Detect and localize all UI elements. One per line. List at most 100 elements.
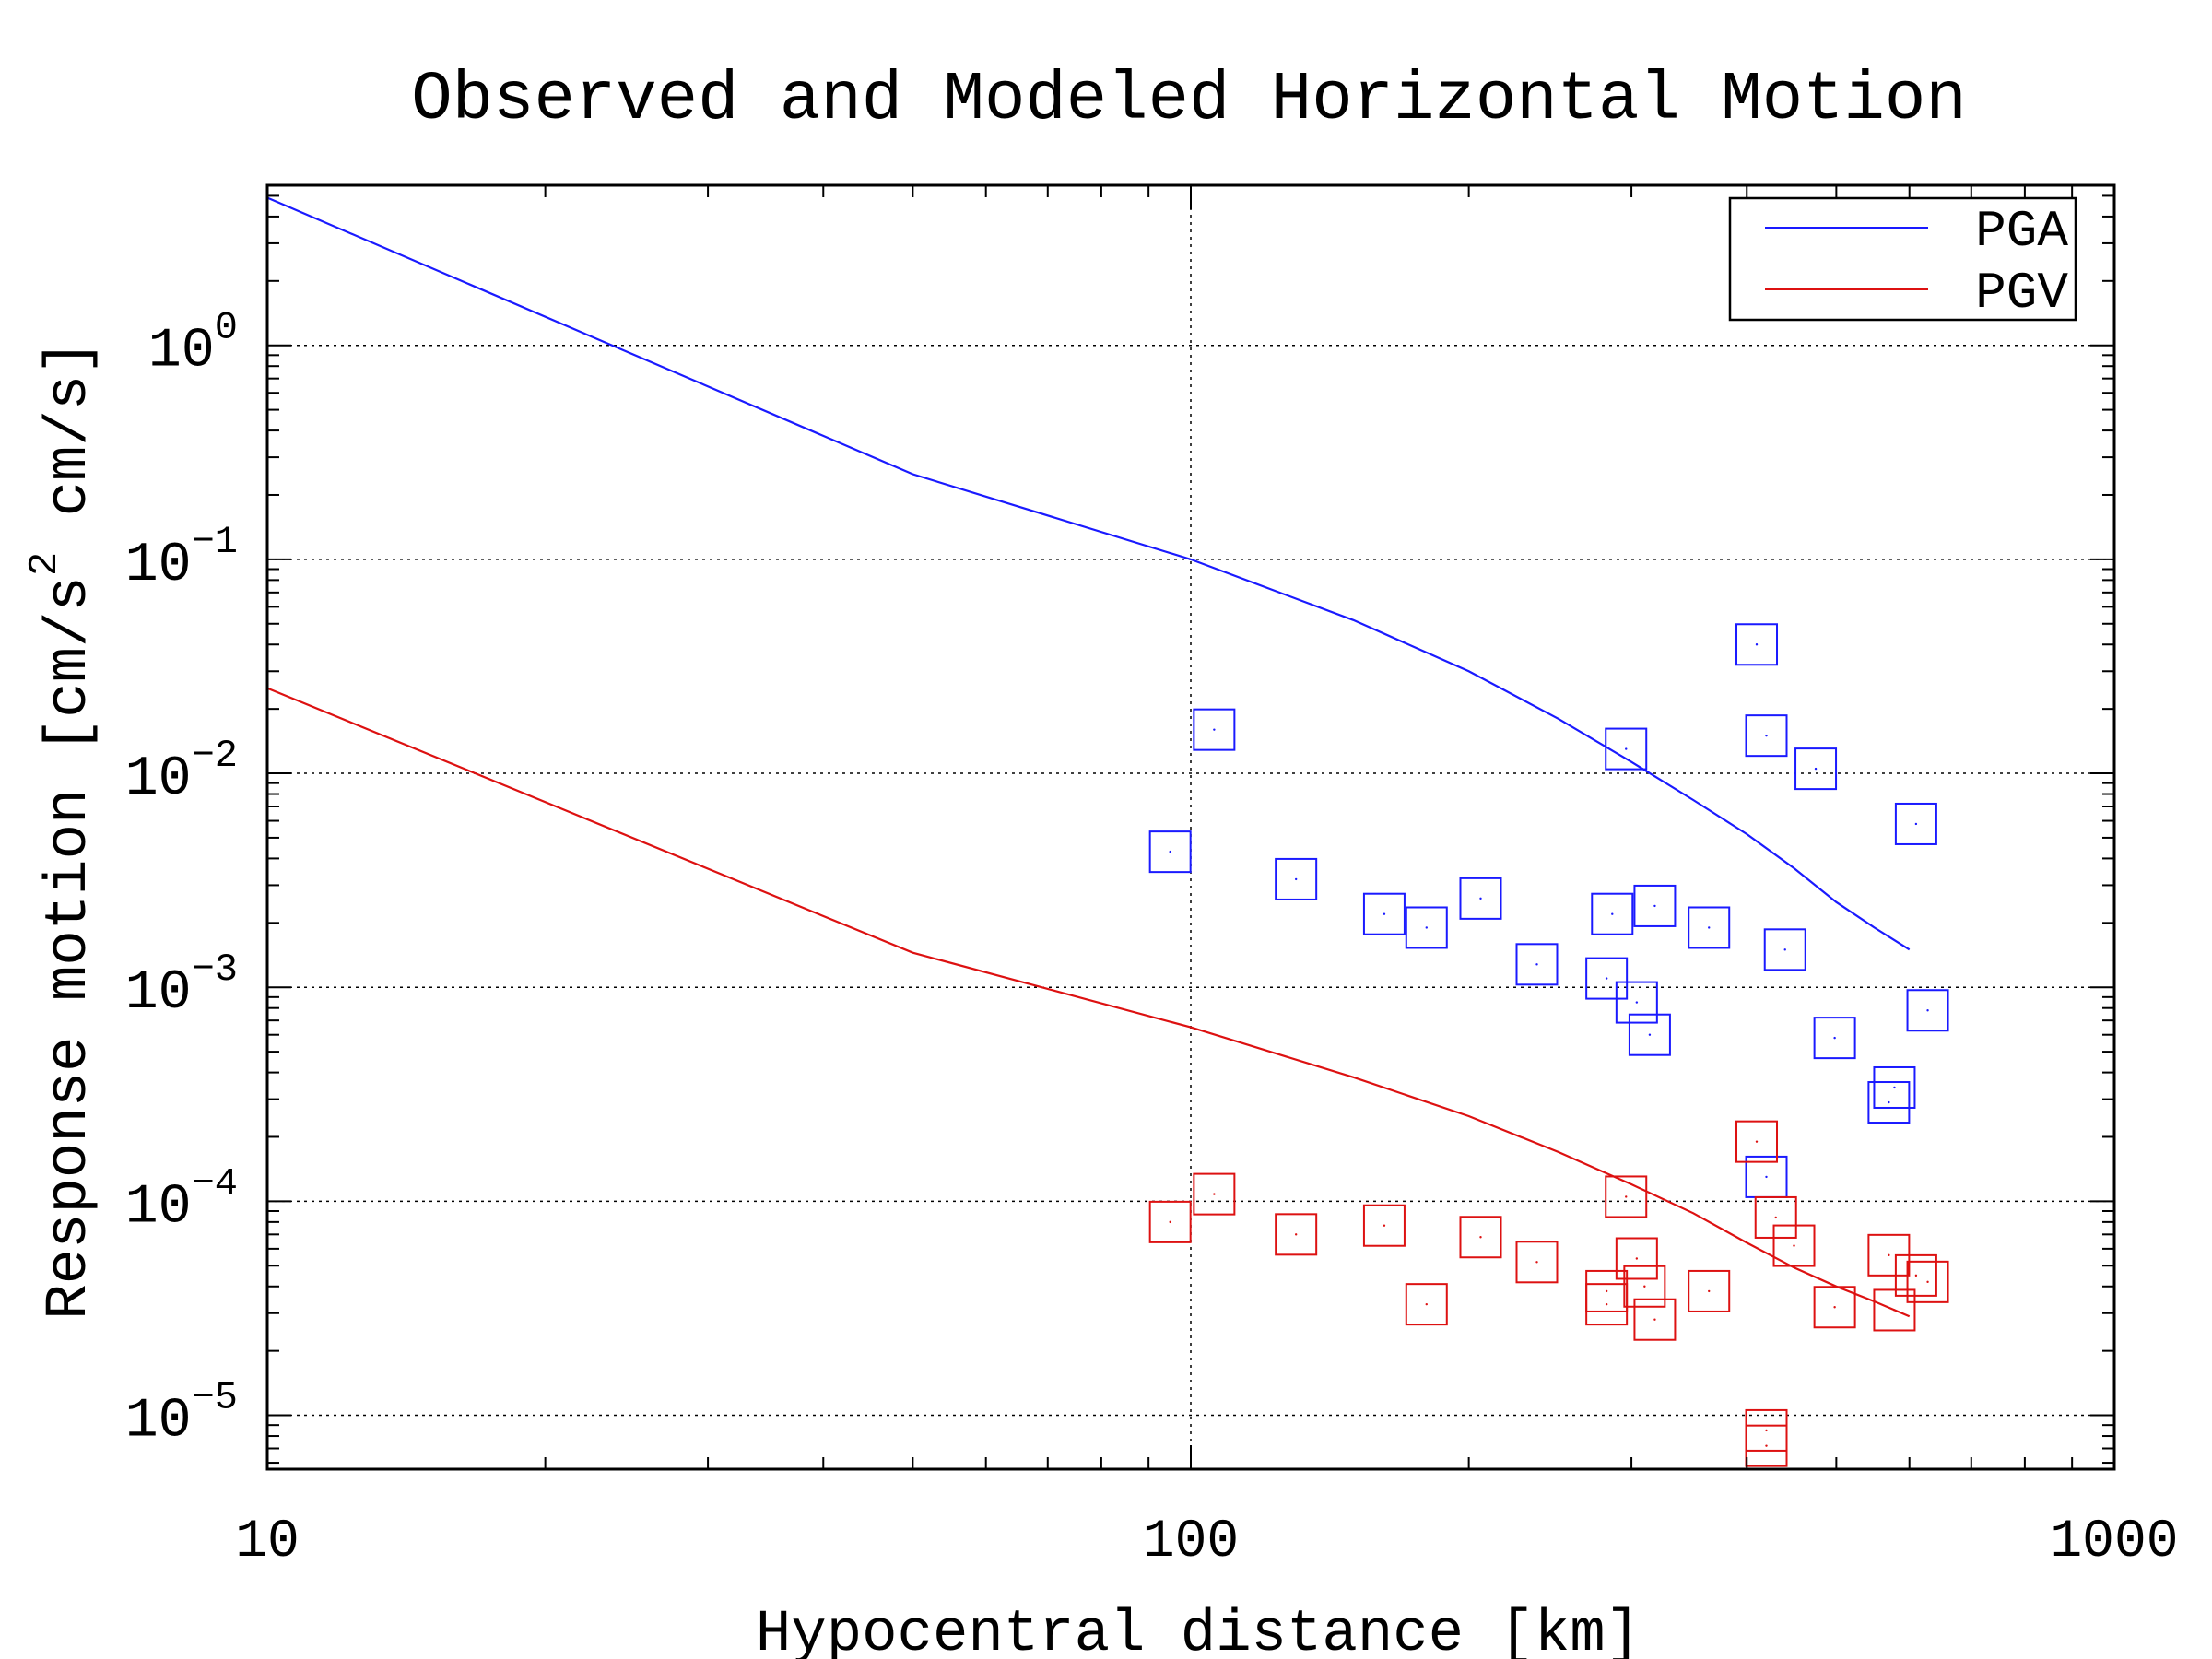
y-tick-label: 10−3 [125, 947, 238, 1025]
observed-pga-point [1813, 1017, 1856, 1060]
observed-pgv-point-center [1765, 1429, 1768, 1432]
y-axis-label: Response motion [cm/s2 cm/s] [22, 339, 103, 1319]
observed-pga-point [1362, 892, 1406, 935]
observed-pga-point [1591, 892, 1634, 935]
observed-pgv-point-center [1755, 1140, 1759, 1143]
observed-pgv-point-center [1653, 1318, 1656, 1321]
observed-pga-point [1763, 928, 1806, 971]
x-axis-label: Hypocentral distance [km] [756, 1602, 1641, 1659]
observed-pga-point [1867, 1081, 1911, 1124]
observed-pga-point-center [1213, 728, 1216, 731]
y-tick-label: 100 [148, 306, 238, 383]
observed-pgv-point-center [1605, 1289, 1608, 1293]
observed-pga-point [1515, 943, 1559, 986]
observed-pga-point-center [1648, 1033, 1652, 1036]
observed-pga-point-center [1611, 912, 1614, 915]
plot-area [266, 196, 1949, 1467]
observed-pgv-point [1148, 1200, 1192, 1243]
observed-pga-point [1794, 747, 1838, 791]
y-tick-label: 10−2 [125, 734, 238, 811]
observed-pga-point [1745, 714, 1788, 758]
observed-pgv-point [1459, 1216, 1502, 1259]
plot-frame [265, 183, 2116, 1471]
observed-pgv-point [1193, 1172, 1236, 1216]
observed-pga-point [1906, 989, 1949, 1032]
observed-pga-point-center [1535, 963, 1538, 966]
y-tick-label-exponent: −5 [192, 1376, 238, 1420]
observed-pga-point [1894, 802, 1937, 845]
observed-pgv-point [1906, 1260, 1949, 1303]
y-axis-label-tail: cm/s] [37, 339, 103, 551]
observed-pgv-point [1688, 1269, 1731, 1312]
y-tick-label-base: 10 [148, 321, 215, 383]
y-tick-label: 10−5 [125, 1376, 238, 1453]
observed-pgv-point-center [1535, 1261, 1538, 1264]
observed-pga-point-center [1294, 877, 1298, 881]
x-tick-label: 100 [1143, 1512, 1239, 1572]
y-tick-label-exponent: −2 [192, 734, 238, 778]
observed-pga-point-center [1783, 948, 1786, 951]
observed-pgv-point-center [1643, 1285, 1646, 1288]
y-tick-label-base: 10 [125, 1391, 192, 1453]
observed-pga-point-center [1814, 767, 1818, 771]
observed-pgv-point [1515, 1241, 1559, 1284]
observed-pgv-point [1813, 1286, 1856, 1329]
observed-pgv-point [1615, 1237, 1658, 1280]
observed-pgv-point-center [1625, 1195, 1628, 1198]
y-tick-label-exponent: 0 [215, 306, 238, 350]
x-tick-label: 1000 [2050, 1512, 2178, 1572]
observed-pga-point-center [1625, 747, 1628, 750]
observed-pga-point-center [1653, 904, 1656, 908]
observed-pga-point-center [1605, 977, 1608, 980]
y-tick-label: 10−1 [125, 520, 238, 597]
observed-pgv-point-center [1765, 1444, 1768, 1447]
observed-pgv-point [1623, 1265, 1666, 1308]
observed-pgv-point-center [1425, 1302, 1428, 1306]
observed-pgv-point-center [1893, 1309, 1896, 1312]
y-tick-label-base: 10 [125, 1176, 192, 1239]
observed-pgv-point [1873, 1288, 1916, 1332]
observed-pgv-point [1894, 1253, 1937, 1297]
observed-pga-point-center [1382, 912, 1386, 915]
observed-pga-point-center [1926, 1009, 1929, 1012]
observed-pga-point [1605, 727, 1648, 771]
observed-pgv-point-center [1294, 1233, 1298, 1236]
observed-pgv-point-center [1708, 1289, 1711, 1293]
observed-pga-point-center [1914, 822, 1918, 826]
observed-pga-point-center [1765, 734, 1768, 737]
observed-pgv-point-center [1926, 1280, 1929, 1284]
observed-pgv-point-center [1213, 1193, 1216, 1195]
observed-pga-point-center [1755, 643, 1759, 646]
observed-pgv-point-center [1914, 1274, 1918, 1277]
observed-pgv-point [1605, 1175, 1648, 1218]
observed-pga-point [1633, 884, 1677, 927]
observed-pgv-point [1754, 1195, 1797, 1239]
observed-pgv-point-center [1793, 1244, 1795, 1247]
observed-pgv-point-center [1635, 1257, 1639, 1260]
observed-pgv-point [1362, 1204, 1406, 1247]
y-axis-label-superscript: 2 [22, 552, 68, 576]
legend-box [1728, 196, 2077, 322]
observed-pga-point-center [1708, 926, 1711, 929]
observed-pga-point [1193, 708, 1236, 751]
observed-pgv-point-center [1888, 1253, 1890, 1257]
observed-pga-point [1585, 957, 1629, 1000]
series-line-pga [266, 196, 1911, 951]
y-tick-label-base: 10 [125, 748, 192, 811]
legend: PGA PGV [1728, 196, 2077, 323]
observed-pga-point [1628, 1013, 1671, 1056]
legend-label-pgv: PGV [1975, 264, 2068, 323]
observed-pga-point-center [1425, 926, 1428, 929]
observed-pgv-point-center [1479, 1236, 1482, 1239]
observed-pgv-point-center [1774, 1216, 1777, 1219]
observed-pgv-point [1735, 1120, 1779, 1163]
observed-pga-point-center [1893, 1086, 1896, 1089]
observed-pga-point-center [1169, 850, 1171, 853]
legend-label-pga: PGA [1975, 202, 2068, 261]
y-tick-label-exponent: −3 [192, 947, 238, 992]
observed-pga-point-center [1833, 1036, 1836, 1040]
chart-title: Observed and Modeled Horizontal Motion [411, 62, 1966, 139]
y-tick-label-exponent: −4 [192, 1161, 238, 1206]
